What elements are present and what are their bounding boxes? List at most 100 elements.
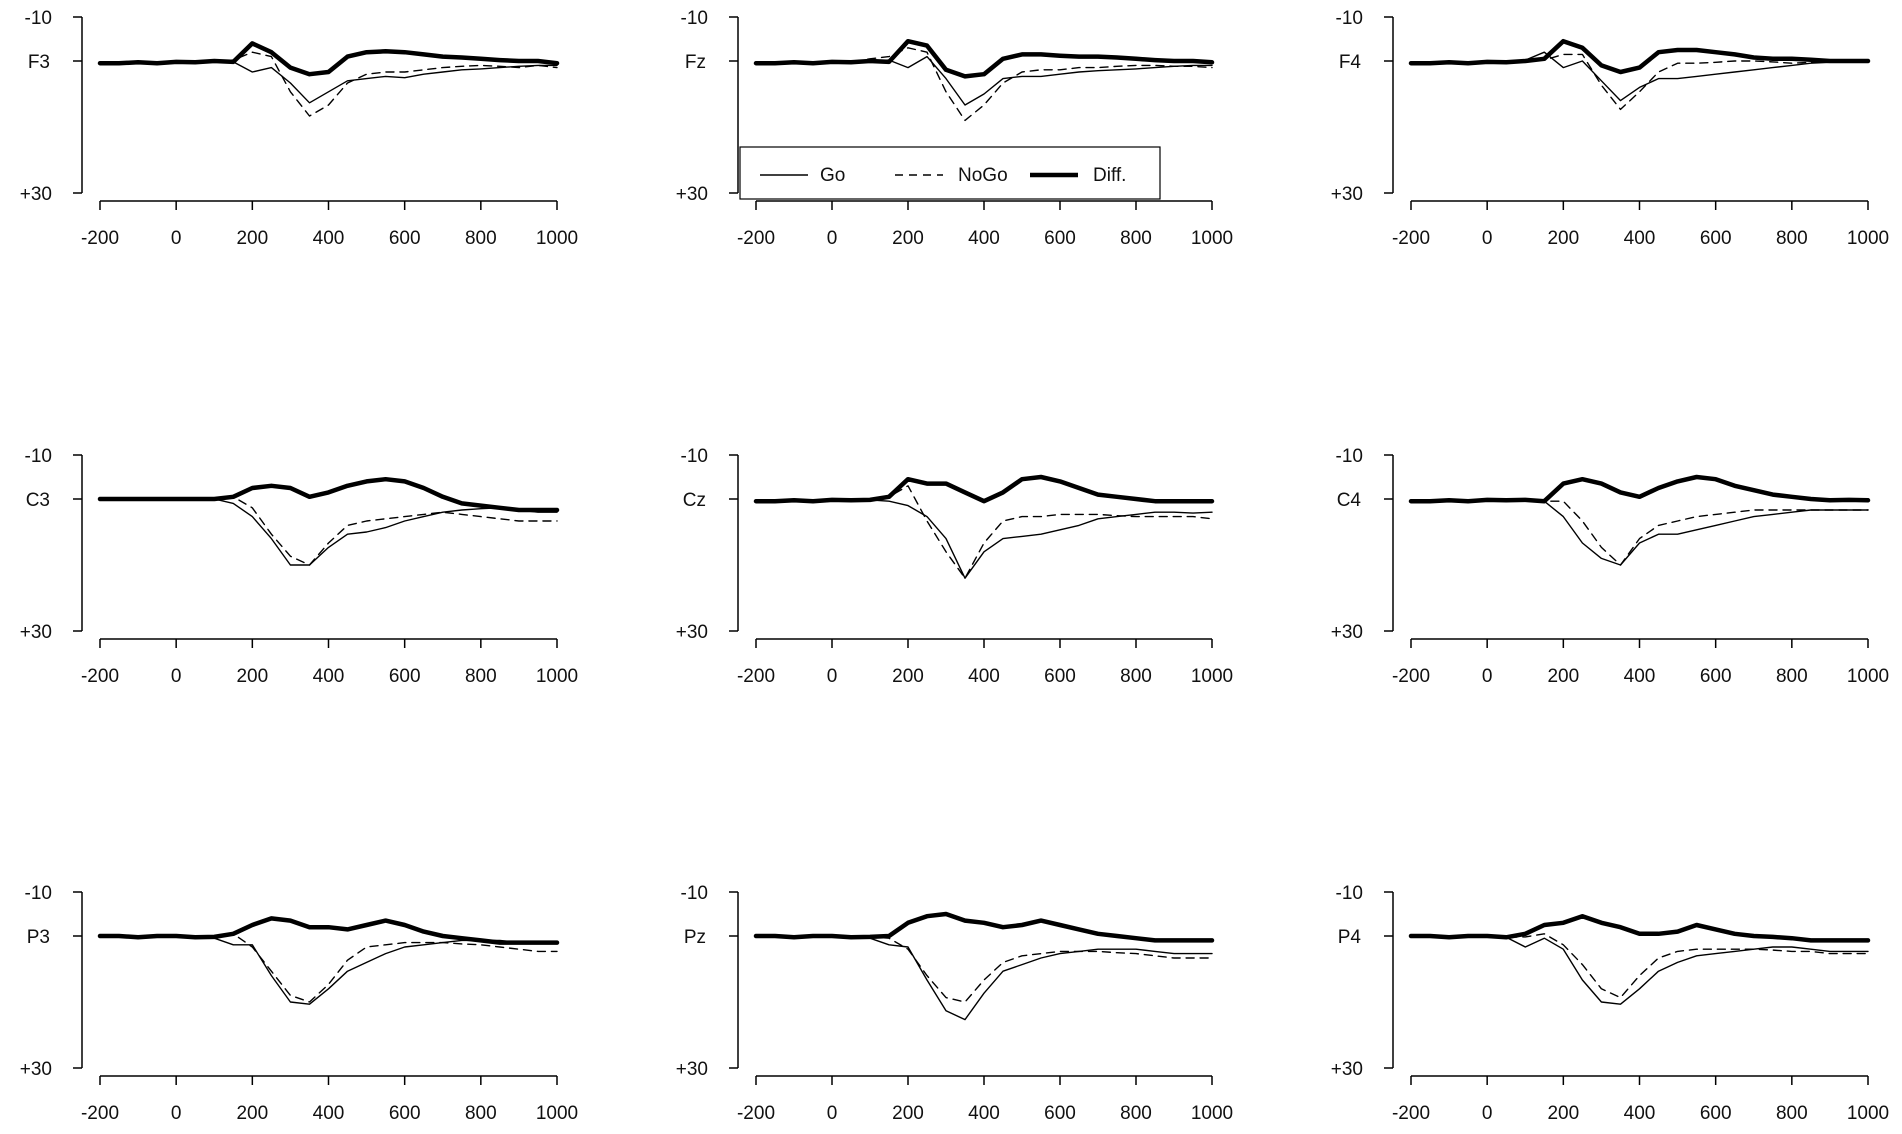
series-line-diff bbox=[1408, 474, 1871, 504]
x-tick-label: 800 bbox=[1120, 666, 1152, 687]
series-line-diff bbox=[97, 916, 560, 945]
x-tick-label: -200 bbox=[1392, 228, 1430, 249]
x-tick-label: 400 bbox=[968, 228, 1000, 249]
x-tick-label: 800 bbox=[1776, 1103, 1808, 1124]
panel-f4: -10 +30 F4 -200 0 200 400 600 800 1000 bbox=[1331, 8, 1889, 249]
series-line-go bbox=[99, 498, 558, 566]
series-line-nogo bbox=[99, 933, 558, 1003]
x-tick-label: 800 bbox=[1120, 1103, 1152, 1124]
x-tick-label: -200 bbox=[81, 228, 119, 249]
x-tick-label: 800 bbox=[1120, 228, 1152, 249]
channel-label: F3 bbox=[28, 52, 50, 73]
channel-label: Pz bbox=[684, 927, 706, 948]
x-tick-label: 200 bbox=[1547, 228, 1579, 249]
x-tick-label: 0 bbox=[1482, 666, 1493, 687]
x-tick-label: 1000 bbox=[1191, 1103, 1233, 1124]
x-tick-label: 200 bbox=[892, 666, 924, 687]
series-line-go bbox=[755, 499, 1213, 579]
channel-label: Cz bbox=[683, 490, 706, 511]
x-tick-label: 600 bbox=[1044, 1103, 1076, 1124]
series-line-diff bbox=[1408, 913, 1871, 943]
x-tick-label: 1000 bbox=[536, 228, 578, 249]
y-tick-label: -10 bbox=[1336, 883, 1363, 904]
x-tick-label: -200 bbox=[737, 666, 775, 687]
x-tick-label: 1000 bbox=[536, 1103, 578, 1124]
panel-p3: -10 +30 P3 -200 0 200 400 600 800 1000 bbox=[20, 883, 578, 1124]
x-tick-label: 600 bbox=[1044, 228, 1076, 249]
series-line-diff bbox=[753, 474, 1215, 504]
y-tick-label: -10 bbox=[1336, 8, 1363, 29]
panel-cz: -10 +30 Cz -200 0 200 400 600 800 1000 bbox=[676, 446, 1233, 687]
series-line-diff bbox=[1408, 38, 1871, 75]
x-tick-label: 400 bbox=[1624, 228, 1656, 249]
x-tick-label: 0 bbox=[171, 1103, 182, 1124]
x-tick-label: -200 bbox=[1392, 1103, 1430, 1124]
x-tick-label: 200 bbox=[1547, 666, 1579, 687]
channel-label: Fz bbox=[685, 52, 706, 73]
channel-label: C4 bbox=[1337, 490, 1362, 511]
legend-label: Go bbox=[820, 165, 845, 186]
x-tick-label: 1000 bbox=[536, 666, 578, 687]
panel-c4: -10 +30 C4 -200 0 200 400 600 800 1000 bbox=[1331, 446, 1889, 687]
x-tick-label: 0 bbox=[827, 228, 838, 249]
x-tick-label: 200 bbox=[236, 666, 268, 687]
x-tick-label: 200 bbox=[892, 228, 924, 249]
x-tick-label: 600 bbox=[1700, 666, 1732, 687]
x-tick-label: 200 bbox=[236, 1103, 268, 1124]
series-line-go bbox=[755, 935, 1213, 1021]
x-tick-label: 800 bbox=[1776, 666, 1808, 687]
legend-box bbox=[739, 146, 1161, 200]
series-line-diff bbox=[97, 41, 560, 77]
series-line-nogo bbox=[1410, 499, 1869, 566]
y-tick-label: +30 bbox=[676, 622, 708, 643]
x-tick-label: -200 bbox=[81, 1103, 119, 1124]
y-tick-label: +30 bbox=[1331, 184, 1363, 205]
channel-label: F4 bbox=[1339, 52, 1362, 73]
y-tick-label: -10 bbox=[681, 8, 708, 29]
x-tick-label: 0 bbox=[1482, 228, 1493, 249]
y-tick-label: -10 bbox=[1336, 446, 1363, 467]
legend: Go NoGo Diff. bbox=[739, 146, 1161, 200]
x-tick-label: 0 bbox=[827, 1103, 838, 1124]
x-tick-label: 0 bbox=[171, 666, 182, 687]
x-tick-label: -200 bbox=[81, 666, 119, 687]
legend-label: NoGo bbox=[958, 165, 1008, 186]
x-tick-label: 200 bbox=[892, 1103, 924, 1124]
x-tick-label: 400 bbox=[968, 666, 1000, 687]
x-tick-label: 800 bbox=[1776, 228, 1808, 249]
x-tick-label: 800 bbox=[465, 1103, 497, 1124]
y-tick-label: -10 bbox=[25, 8, 52, 29]
y-tick-label: +30 bbox=[676, 184, 708, 205]
series-line-diff bbox=[97, 476, 560, 513]
y-tick-label: +30 bbox=[1331, 1059, 1363, 1080]
x-tick-label: 1000 bbox=[1847, 666, 1889, 687]
x-tick-label: 1000 bbox=[1847, 228, 1889, 249]
series-line-go bbox=[99, 60, 558, 104]
series-line-diff bbox=[753, 911, 1215, 943]
x-tick-label: 400 bbox=[313, 666, 345, 687]
x-tick-label: 600 bbox=[389, 1103, 421, 1124]
channel-label: P3 bbox=[27, 927, 50, 948]
y-tick-label: -10 bbox=[25, 446, 52, 467]
panel-c3: -10 +30 C3 -200 0 200 400 600 800 1000 bbox=[20, 446, 578, 687]
x-tick-label: 600 bbox=[1044, 666, 1076, 687]
panel-p4: -10 +30 P4 -200 0 200 400 600 800 1000 bbox=[1331, 883, 1889, 1124]
panel-fz: -10 +30 Fz -200 0 200 400 600 800 1000 Go NoGo Diff. bbox=[676, 8, 1233, 249]
x-tick-label: 400 bbox=[313, 1103, 345, 1124]
y-tick-label: +30 bbox=[20, 622, 52, 643]
x-tick-label: 200 bbox=[1547, 1103, 1579, 1124]
y-tick-label: -10 bbox=[25, 883, 52, 904]
panel-f3: -10 +30 F3 -200 0 200 400 600 800 1000 bbox=[20, 8, 578, 249]
x-tick-label: 800 bbox=[465, 666, 497, 687]
x-tick-label: 600 bbox=[389, 228, 421, 249]
x-tick-label: -200 bbox=[737, 1103, 775, 1124]
channel-label: P4 bbox=[1338, 927, 1362, 948]
y-tick-label: +30 bbox=[1331, 622, 1363, 643]
x-tick-label: 600 bbox=[389, 666, 421, 687]
x-tick-label: 200 bbox=[236, 228, 268, 249]
y-tick-label: +30 bbox=[20, 1059, 52, 1080]
y-tick-label: -10 bbox=[681, 446, 708, 467]
x-tick-label: 400 bbox=[1624, 1103, 1656, 1124]
legend-label: Diff. bbox=[1093, 165, 1126, 186]
series-line-go bbox=[1410, 935, 1869, 1005]
